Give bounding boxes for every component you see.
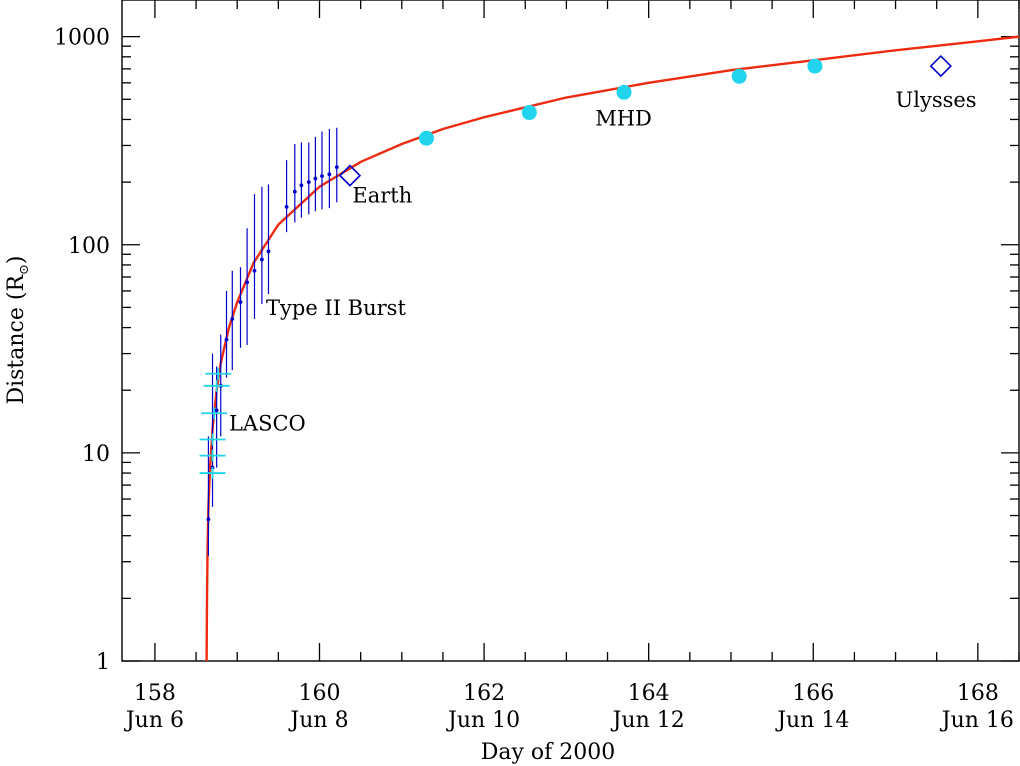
x-tick-label: 160 [299,681,341,706]
type-ii-point [230,317,235,321]
y-tick-label: 1000 [54,26,110,51]
x-tick-date: Jun 16 [940,708,1014,733]
annotation-earth: Earth [352,183,412,207]
type-ii-point [334,165,339,170]
annotation-ulysses: Ulysses [896,88,977,112]
x-tick-label: 158 [134,681,176,706]
annotation-mhd: MHD [595,106,652,130]
type-ii-point [320,174,324,178]
type-ii-point [327,172,332,177]
x-tick-label: 162 [463,681,505,706]
y-axis-title-close: ) [4,255,29,264]
plot-frame [121,0,1020,662]
annotation-type-ii-burst: Type II Burst [266,296,406,320]
lasco-point [199,449,226,462]
mhd-point [521,105,537,121]
x-tick-label: 168 [957,681,999,706]
annotation-lasco: LASCO [229,412,306,436]
axis-ticks [122,0,1020,662]
x-tick-date: Jun 6 [124,708,184,733]
mhd-point [731,68,747,84]
type-ii-point [214,408,219,413]
lasco-point [199,467,226,480]
lasco-point [201,407,228,420]
x-tick-date: Jun 12 [611,708,685,733]
type-ii-point [299,183,304,188]
lasco-point [203,379,230,392]
type-ii-point [206,517,211,522]
earth-point [338,164,362,187]
type-ii-point [259,257,264,262]
type-ii-point [306,180,311,185]
ulysses-point [929,54,952,78]
fit-curve [205,35,1020,662]
y-tick-label: 100 [68,234,110,259]
lasco-point [199,433,226,446]
x-tick-date: Jun 14 [775,708,849,733]
type-ii-point [313,176,318,181]
mhd-point [418,130,434,146]
x-tick-date: Jun 8 [288,708,348,733]
y-tick-label: 10 [82,442,110,467]
type-ii-point [252,268,257,273]
type-ii-point [292,189,297,194]
x-axis-title: Day of 2000 [481,740,616,765]
plot-area [199,35,1020,662]
y-tick-labels: 1 10 100 1000 [54,26,110,675]
x-tick-label: 164 [628,681,670,706]
y-axis-title-sun: ⊙ [17,264,32,275]
mhd-point [807,58,823,74]
y-tick-label: 1 [96,650,110,675]
type-ii-point [245,280,249,285]
annotations: Earth MHD Ulysses Type II Burst LASCO [229,88,977,436]
lasco-point [205,367,232,380]
y-axis-title-main: Distance (R [4,274,29,405]
y-axis-title: Distance (R⊙) [4,255,32,404]
type-ii-point [238,300,243,305]
x-tick-date: Jun 10 [446,708,520,733]
type-ii-point [224,337,229,342]
type-ii-point [284,205,289,209]
type-ii-point [266,249,271,254]
mhd-point [616,84,632,100]
x-tick-label: 166 [792,681,834,706]
